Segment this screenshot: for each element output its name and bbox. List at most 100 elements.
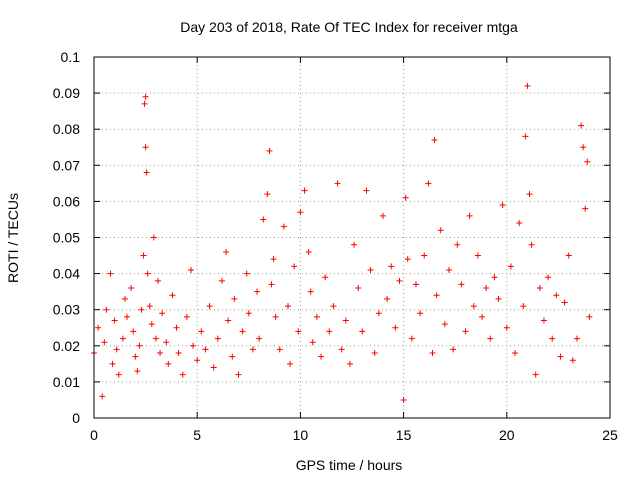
x-axis-label: GPS time / hours bbox=[296, 457, 403, 473]
data-point bbox=[152, 335, 159, 342]
data-point bbox=[363, 187, 370, 194]
data-point bbox=[235, 371, 242, 378]
data-point bbox=[326, 328, 333, 335]
data-point bbox=[154, 277, 161, 284]
data-point bbox=[580, 144, 587, 151]
data-point bbox=[446, 266, 453, 273]
data-point bbox=[270, 256, 277, 263]
data-point bbox=[569, 357, 576, 364]
data-point bbox=[301, 187, 308, 194]
data-point bbox=[138, 306, 145, 313]
data-point bbox=[522, 133, 529, 140]
data-point bbox=[375, 310, 382, 317]
data-point bbox=[157, 350, 164, 357]
data-point bbox=[528, 241, 535, 248]
data-point bbox=[179, 371, 186, 378]
x-tick-label: 0 bbox=[90, 427, 98, 443]
data-point bbox=[425, 180, 432, 187]
x-tick-label: 25 bbox=[602, 427, 618, 443]
data-point bbox=[239, 328, 246, 335]
data-point bbox=[532, 371, 539, 378]
data-point bbox=[536, 285, 543, 292]
data-point bbox=[491, 274, 498, 281]
data-point bbox=[287, 360, 294, 367]
y-tick-label: 0.04 bbox=[53, 266, 80, 282]
data-point bbox=[159, 310, 166, 317]
data-point bbox=[565, 252, 572, 259]
data-point bbox=[249, 346, 256, 353]
data-point bbox=[99, 393, 106, 400]
data-point bbox=[225, 317, 232, 324]
data-point bbox=[479, 313, 486, 320]
y-tick-label: 0.03 bbox=[53, 302, 80, 318]
data-point bbox=[142, 93, 149, 100]
data-point bbox=[499, 202, 506, 209]
data-point bbox=[545, 274, 552, 281]
data-point bbox=[495, 295, 502, 302]
data-point bbox=[295, 328, 302, 335]
data-points bbox=[91, 82, 593, 403]
data-point bbox=[280, 223, 287, 230]
data-point bbox=[400, 396, 407, 403]
y-tick-label: 0.07 bbox=[53, 157, 80, 173]
x-tick-label: 15 bbox=[396, 427, 412, 443]
data-point bbox=[260, 216, 267, 223]
data-point bbox=[276, 346, 283, 353]
data-point bbox=[429, 350, 436, 357]
data-point bbox=[107, 270, 114, 277]
data-point bbox=[218, 277, 225, 284]
data-point bbox=[305, 248, 312, 255]
data-point bbox=[526, 191, 533, 198]
y-tick-label: 0.06 bbox=[53, 193, 80, 209]
data-point bbox=[146, 303, 153, 310]
data-point bbox=[101, 339, 108, 346]
data-point bbox=[462, 328, 469, 335]
data-point bbox=[214, 335, 221, 342]
data-point bbox=[130, 328, 137, 335]
data-point bbox=[351, 241, 358, 248]
data-point bbox=[322, 274, 329, 281]
y-tick-label: 0.09 bbox=[53, 85, 80, 101]
data-point bbox=[163, 339, 170, 346]
data-point bbox=[417, 310, 424, 317]
data-point bbox=[140, 252, 147, 259]
data-point bbox=[134, 368, 141, 375]
data-point bbox=[470, 303, 477, 310]
data-point bbox=[188, 266, 195, 273]
data-point bbox=[132, 353, 139, 360]
data-point bbox=[402, 194, 409, 201]
data-point bbox=[198, 328, 205, 335]
data-point bbox=[175, 350, 182, 357]
data-point bbox=[243, 270, 250, 277]
data-point bbox=[115, 371, 122, 378]
data-point bbox=[256, 335, 263, 342]
data-point bbox=[202, 346, 209, 353]
data-point bbox=[264, 191, 271, 198]
data-point bbox=[229, 353, 236, 360]
data-point bbox=[483, 285, 490, 292]
y-tick-label: 0.02 bbox=[53, 338, 80, 354]
chart-title: Day 203 of 2018, Rate Of TEC Index for r… bbox=[180, 19, 518, 35]
data-point bbox=[309, 339, 316, 346]
data-point bbox=[272, 313, 279, 320]
data-point bbox=[223, 248, 230, 255]
data-point bbox=[553, 292, 560, 299]
data-point bbox=[540, 317, 547, 324]
data-point bbox=[318, 353, 325, 360]
data-point bbox=[150, 234, 157, 241]
data-point bbox=[371, 350, 378, 357]
data-point bbox=[487, 335, 494, 342]
data-point bbox=[165, 360, 172, 367]
data-point bbox=[313, 313, 320, 320]
data-point bbox=[388, 263, 395, 270]
data-point bbox=[297, 209, 304, 216]
y-tick-label: 0.1 bbox=[61, 49, 81, 65]
data-point bbox=[507, 263, 514, 270]
data-point bbox=[210, 364, 217, 371]
data-point bbox=[396, 277, 403, 284]
data-point bbox=[95, 324, 102, 331]
data-point bbox=[578, 122, 585, 129]
data-point bbox=[384, 295, 391, 302]
data-point bbox=[190, 342, 197, 349]
data-point bbox=[346, 360, 353, 367]
